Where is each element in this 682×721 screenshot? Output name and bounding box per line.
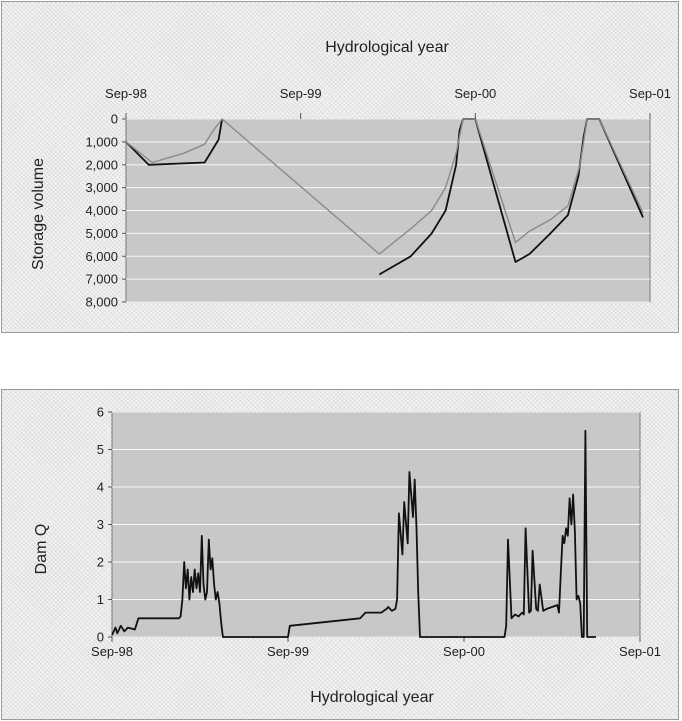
damq-y-tick-label: 3 [97, 517, 104, 532]
storage-x-tick-label: Sep-00 [454, 86, 496, 101]
storage-y-tick-label: 3,000 [85, 180, 118, 195]
damq-x-tick-label: Sep-99 [267, 644, 309, 659]
storage-y-tick-label: 0 [111, 112, 118, 127]
top-chart-y-axis-label: Storage volume [30, 158, 47, 270]
storage-y-tick-label: 8,000 [85, 295, 118, 310]
bottom-chart-x-axis-label: Hydrological year [310, 689, 434, 706]
storage-y-tick-label: 4,000 [85, 203, 118, 218]
storage-y-tick-label: 7,000 [85, 272, 118, 287]
damq-x-tick-label: Sep-01 [619, 644, 661, 659]
storage-y-tick-label: 6,000 [85, 249, 118, 264]
damq-x-tick-label: Sep-98 [91, 644, 133, 659]
top-chart-title: Hydrological year [325, 39, 449, 56]
storage-series-2-line [125, 118, 644, 255]
damq-y-tick-label: 4 [97, 480, 104, 495]
damq-y-tick-label: 0 [97, 630, 104, 645]
damq-x-tick-label: Sep-00 [443, 644, 485, 659]
bottom-chart-y-axis-label: Dam Q [33, 524, 50, 575]
storage-x-tick-label: Sep-98 [105, 86, 147, 101]
dam-q-chart: Dam Q Hydrological year 0 1 2 3 4 5 6 Sep-98 Sep… [33, 405, 661, 707]
damq-y-tick-label: 1 [97, 592, 104, 607]
storage-x-tick-label: Sep-01 [629, 86, 671, 101]
storage-y-tick-label: 5,000 [85, 226, 118, 241]
damq-series-1-line [111, 429, 596, 638]
storage-volume-chart: Hydrological year Storage volume 0 1,000 2… [30, 39, 671, 310]
damq-y-tick-label: 5 [97, 442, 104, 457]
storage-volume-chart-panel: Hydrological year Storage volume 0 1,000 2… [1, 1, 679, 333]
storage-y-tick-label: 1,000 [85, 134, 118, 149]
dam-q-chart-panel: Dam Q Hydrological year 0 1 2 3 4 5 6 Sep-98 Sep… [1, 389, 679, 720]
storage-y-tick-label: 2,000 [85, 157, 118, 172]
storage-x-tick-label: Sep-99 [280, 86, 322, 101]
damq-y-tick-label: 2 [97, 555, 104, 570]
damq-y-tick-label: 6 [97, 405, 104, 420]
